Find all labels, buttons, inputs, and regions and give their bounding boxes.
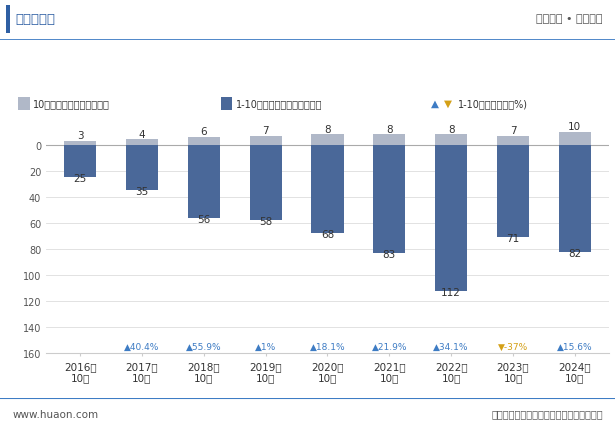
Bar [373,145,405,253]
Bar [559,145,591,252]
Bar [497,136,529,145]
Text: 数据来源：中国海关，华经产业研究院整理: 数据来源：中国海关，华经产业研究院整理 [491,409,603,418]
Bar [64,145,96,178]
Text: ▲40.4%: ▲40.4% [124,342,160,351]
Bar [250,145,282,221]
Bar [311,135,344,145]
Text: ▲1%: ▲1% [255,342,276,351]
Text: 8: 8 [324,124,331,134]
Text: www.huaon.com: www.huaon.com [12,409,98,418]
Text: 8: 8 [386,124,392,134]
Text: 6: 6 [200,127,207,137]
Text: 3: 3 [77,131,84,141]
Bar [126,145,158,191]
Text: ▲34.1%: ▲34.1% [434,342,469,351]
Text: 56: 56 [197,214,210,224]
Text: 58: 58 [259,217,272,227]
Text: 71: 71 [506,234,520,244]
Text: 112: 112 [441,287,461,297]
Text: 10: 10 [568,122,581,132]
Bar [126,140,158,145]
Text: 25: 25 [74,174,87,184]
Bar [250,136,282,145]
Text: 1-10月进出口总额（亿美元）: 1-10月进出口总额（亿美元） [236,99,322,109]
Text: ▲21.9%: ▲21.9% [371,342,407,351]
Text: 68: 68 [321,230,334,240]
Text: 7: 7 [510,126,517,135]
Text: 1-10月同比增速（%): 1-10月同比增速（%) [458,99,528,109]
Bar [435,135,467,145]
Bar [188,138,220,145]
Text: 10月进出口总额（亿美元）: 10月进出口总额（亿美元） [33,99,109,109]
Bar [373,135,405,145]
Text: ▲15.6%: ▲15.6% [557,342,593,351]
Bar [559,132,591,145]
Bar [435,145,467,291]
Bar [188,145,220,218]
Bar [18,98,30,111]
Text: 2016-2024年10月合肥经济技术开发区综合保税区进出口总额: 2016-2024年10月合肥经济技术开发区综合保税区进出口总额 [141,56,474,74]
Text: ▼-37%: ▼-37% [498,342,528,351]
Text: 83: 83 [383,250,396,259]
Text: ▲: ▲ [430,99,438,109]
Text: 8: 8 [448,124,454,134]
Text: 35: 35 [135,187,149,197]
Text: ▲55.9%: ▲55.9% [186,342,221,351]
Text: ▲18.1%: ▲18.1% [310,342,345,351]
Bar [64,141,96,145]
Bar [6,6,10,35]
Text: 华经情报网: 华经情报网 [15,13,55,26]
Text: ▼: ▼ [444,99,452,109]
Text: 7: 7 [263,126,269,135]
Bar [311,145,344,234]
Text: 4: 4 [138,130,145,139]
Text: 专业严谨 • 客观科学: 专业严谨 • 客观科学 [536,14,603,24]
Text: 82: 82 [568,248,581,258]
Bar [221,98,232,111]
Bar [497,145,529,238]
